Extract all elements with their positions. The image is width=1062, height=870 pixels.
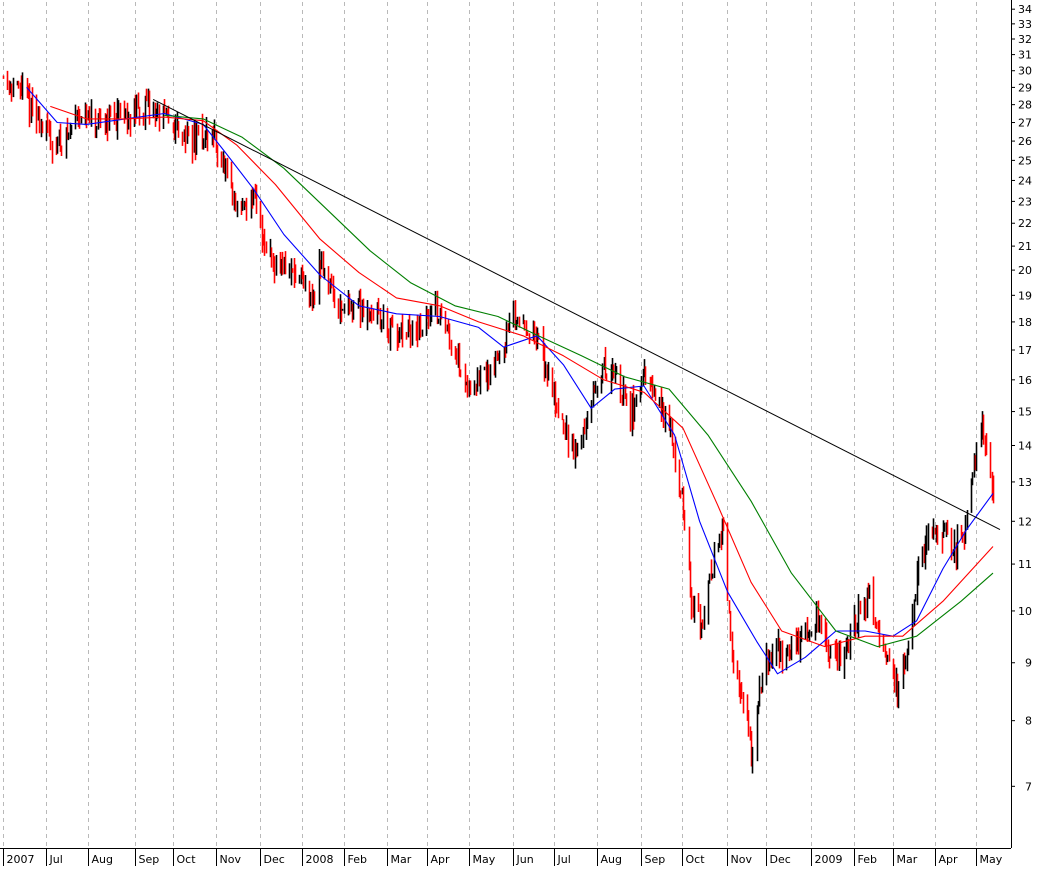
y-tick-label: 11 — [1018, 558, 1032, 571]
y-tick-label: 30 — [1018, 65, 1032, 78]
resistance-trendline — [152, 98, 1001, 530]
y-tick-label: 26 — [1018, 135, 1032, 148]
x-tick-label: Dec — [770, 853, 791, 866]
y-tick-label: 10 — [1018, 605, 1032, 618]
trendline-layer — [152, 98, 1001, 530]
y-tick-label: 23 — [1018, 195, 1032, 208]
moving-average-mid — [50, 105, 994, 648]
y-tick-label: 22 — [1018, 217, 1032, 230]
y-tick-label: 13 — [1018, 476, 1032, 489]
y-tick-label: 34 — [1018, 3, 1032, 16]
moving-average-long — [164, 114, 994, 648]
price-layer — [2, 70, 995, 774]
y-tick-label: 25 — [1018, 154, 1032, 167]
x-tick-label: Dec — [264, 853, 285, 866]
x-tick-label: Oct — [686, 853, 706, 866]
y-tick-label: 20 — [1018, 264, 1032, 277]
x-tick-label: Jul — [557, 853, 571, 866]
y-tick-label: 7 — [1025, 780, 1032, 793]
y-tick-label: 27 — [1018, 117, 1032, 130]
x-tick-label: Aug — [92, 853, 113, 866]
x-tick-label: May — [980, 853, 1003, 866]
moving-average-layer — [26, 87, 994, 675]
y-tick-label: 21 — [1018, 240, 1032, 253]
y-tick-label: 8 — [1025, 715, 1032, 728]
x-tick-label: Oct — [177, 853, 197, 866]
x-tick-label: Apr — [431, 853, 451, 866]
y-tick-label: 33 — [1018, 18, 1032, 31]
x-tick-label: Jul — [49, 853, 63, 866]
x-tick-label: 2008 — [306, 853, 334, 866]
x-tick-label: Aug — [601, 853, 622, 866]
y-tick-label: 14 — [1018, 439, 1032, 452]
x-tick-label: Mar — [391, 853, 412, 866]
y-tick-label: 32 — [1018, 33, 1032, 46]
y-tick-label: 16 — [1018, 374, 1032, 387]
x-tick-label: Mar — [897, 853, 918, 866]
y-tick-label: 31 — [1018, 49, 1032, 62]
x-tick-label: May — [473, 853, 496, 866]
x-tick-label: Feb — [348, 853, 367, 866]
x-tick-label: Nov — [731, 853, 753, 866]
x-tick-label: Sep — [139, 853, 160, 866]
moving-average-short — [26, 87, 994, 675]
x-tick-label: Nov — [220, 853, 242, 866]
y-tick-label: 18 — [1018, 316, 1032, 329]
y-tick-label: 15 — [1018, 406, 1032, 419]
x-tick-label: Feb — [858, 853, 877, 866]
y-tick-label: 24 — [1018, 174, 1032, 187]
x-tick-label: Apr — [939, 853, 959, 866]
axis-layer: 7 8 9 10 11 12 13 14 15 16 17 18 19 20 21 22 23 24 25 26 27 2… — [0, 0, 1032, 866]
x-tick-label: Sep — [645, 853, 666, 866]
y-tick-label: 17 — [1018, 344, 1032, 357]
x-tick-label: 2009 — [815, 853, 843, 866]
x-tick-label: 2007 — [7, 853, 35, 866]
x-tick-label: Jun — [516, 853, 534, 866]
y-tick-label: 28 — [1018, 99, 1032, 112]
y-tick-label: 29 — [1018, 81, 1032, 94]
y-tick-label: 12 — [1018, 515, 1032, 528]
y-tick-label: 9 — [1025, 657, 1032, 670]
y-tick-label: 19 — [1018, 289, 1032, 302]
